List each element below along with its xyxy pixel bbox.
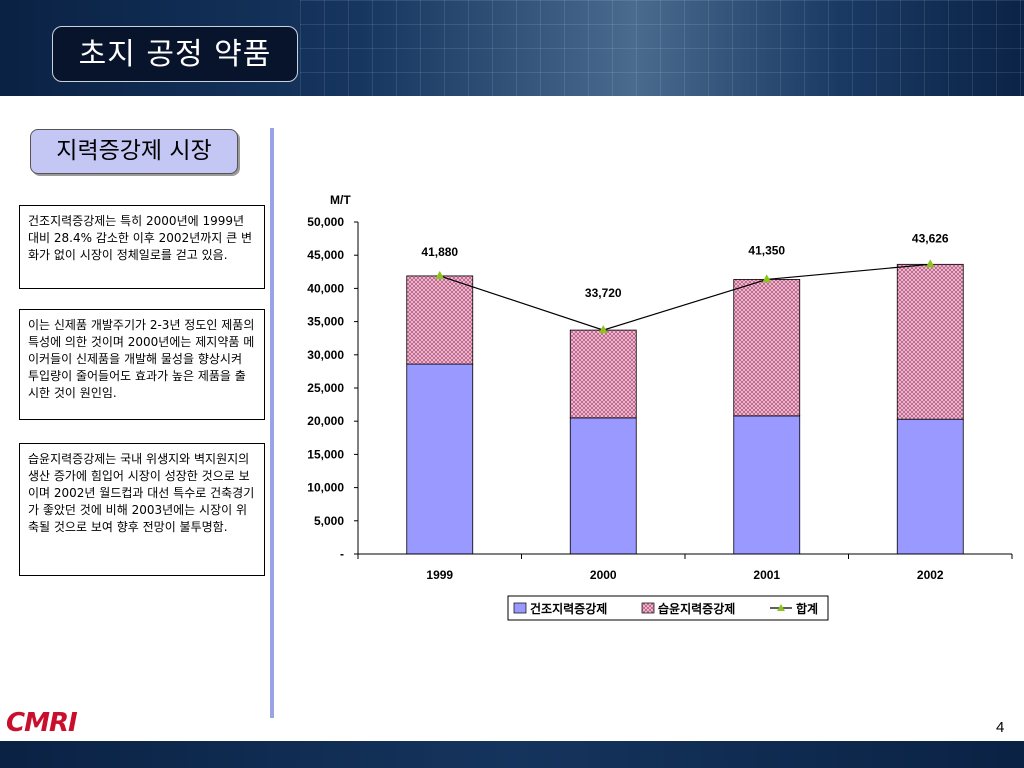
y-tick-label: 50,000 bbox=[307, 215, 344, 229]
note-box-2: 이는 신제품 개발주기가 2-3년 정도인 제품의 특성에 의한 것이며 200… bbox=[19, 309, 265, 420]
slide-title: 초지 공정 약품 bbox=[52, 26, 298, 82]
legend-swatch-dry bbox=[513, 602, 527, 614]
total-label-2000: 33,720 bbox=[585, 286, 622, 300]
bar-wet-2001 bbox=[733, 279, 801, 417]
legend-label-wet: 습윤지력증강제 bbox=[658, 601, 735, 616]
legend-swatch-wet bbox=[641, 602, 655, 614]
y-tick-label: 15,000 bbox=[307, 447, 344, 461]
total-marker-2001 bbox=[762, 274, 772, 283]
bars bbox=[406, 263, 964, 555]
x-tick-label: 1999 bbox=[426, 568, 453, 582]
legend-label-total: 합계 bbox=[796, 601, 818, 616]
bar-dry-2001 bbox=[733, 415, 801, 555]
note-box-1: 건조지력증강제는 특히 2000년에 1999년 대비 28.4% 감소한 이후… bbox=[19, 205, 265, 289]
y-tick-label: 10,000 bbox=[307, 481, 344, 495]
total-label-2001: 41,350 bbox=[748, 243, 785, 257]
bar-dry-2000 bbox=[569, 417, 637, 555]
y-tick-label: 35,000 bbox=[307, 315, 344, 329]
y-tick-label: 25,000 bbox=[307, 381, 344, 395]
stacked-bar-chart: M/T - 5,000 10,000 15,000 20,000 25,000 30,000… bbox=[307, 193, 1013, 621]
legend-label-dry: 건조지력증강제 bbox=[530, 601, 607, 616]
section-subtitle: 지력증강제 시장 bbox=[30, 129, 238, 174]
y-tick-label: 45,000 bbox=[307, 248, 344, 262]
x-tick-label: 2001 bbox=[753, 568, 780, 582]
x-axis: 1999 2000 2001 2002 bbox=[357, 553, 1013, 582]
bar-wet-2000 bbox=[569, 329, 637, 419]
total-labels: 41,880 33,720 41,350 43,626 bbox=[421, 231, 949, 300]
chart-legend: 건조지력증강제 습윤지력증강제 합계 bbox=[507, 595, 829, 621]
total-polyline bbox=[439, 263, 931, 331]
total-line bbox=[435, 259, 935, 334]
slide-footer bbox=[0, 741, 1024, 768]
bar-wet-1999 bbox=[406, 275, 474, 365]
y-tick-label: 40,000 bbox=[307, 281, 344, 295]
legend-marker-total bbox=[777, 604, 785, 611]
x-tick-label: 2000 bbox=[590, 568, 617, 582]
header-grid-decoration bbox=[300, 0, 1024, 96]
total-label-1999: 41,880 bbox=[421, 245, 458, 259]
total-marker-1999 bbox=[435, 270, 445, 279]
page-number: 4 bbox=[996, 719, 1005, 736]
y-axis: - 5,000 10,000 15,000 20,000 25,000 30,000 35,0… bbox=[307, 215, 359, 561]
y-tick-label: 5,000 bbox=[314, 514, 344, 528]
y-tick-label: 30,000 bbox=[307, 348, 344, 362]
total-marker-2002 bbox=[925, 259, 935, 268]
note-box-3: 습윤지력증강제는 국내 위생지와 벽지원지의 생산 증가에 힘입어 시장이 성장… bbox=[19, 443, 265, 576]
bar-wet-2002 bbox=[896, 263, 964, 420]
cmri-logo: CMRI bbox=[6, 708, 78, 738]
y-tick-label: - bbox=[340, 547, 344, 561]
unit-label: M/T bbox=[330, 193, 351, 207]
bar-dry-2002 bbox=[896, 418, 964, 555]
vertical-divider bbox=[270, 128, 274, 718]
total-marker-2000 bbox=[598, 325, 608, 334]
bar-dry-1999 bbox=[406, 363, 474, 555]
total-label-2002: 43,626 bbox=[912, 231, 949, 245]
x-tick-label: 2002 bbox=[917, 568, 944, 582]
y-tick-label: 20,000 bbox=[307, 414, 344, 428]
